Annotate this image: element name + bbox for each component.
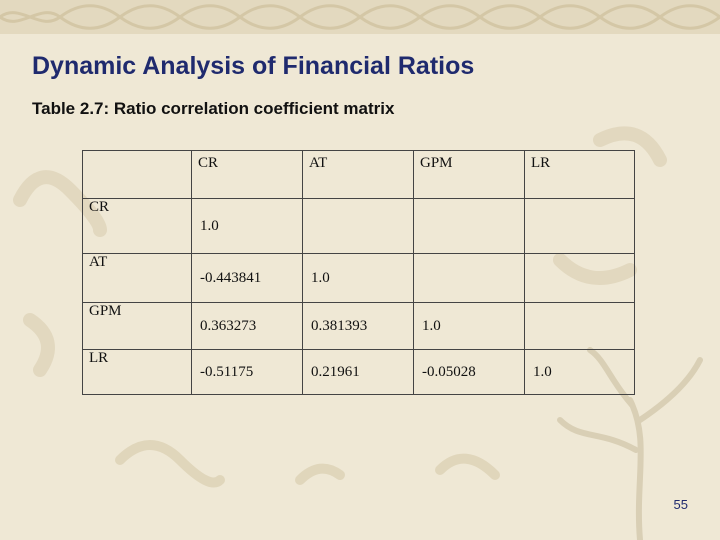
table-cell — [302, 198, 414, 254]
table-cell — [524, 198, 635, 254]
table-cell — [524, 302, 635, 350]
table-cell: 0.381393 — [302, 302, 414, 350]
table-cell: -0.05028 — [413, 349, 525, 395]
table-cell — [413, 253, 525, 303]
row-label-lr: LR — [82, 349, 192, 395]
header-cell-empty — [82, 150, 192, 199]
header-cell-lr: LR — [524, 150, 635, 199]
slide-title: Dynamic Analysis of Financial Ratios — [32, 52, 475, 80]
table-header-row: CR AT GPM LR — [82, 150, 635, 199]
table-cell: 0.21961 — [302, 349, 414, 395]
table-row: LR -0.51175 0.21961 -0.05028 1.0 — [82, 349, 635, 395]
correlation-matrix-table: CR AT GPM LR CR 1.0 AT -0.443841 1.0 GPM… — [82, 150, 635, 395]
table-cell: 1.0 — [302, 253, 414, 303]
header-cell-cr: CR — [191, 150, 303, 199]
row-label-at: AT — [82, 253, 192, 303]
table-row: AT -0.443841 1.0 — [82, 253, 635, 303]
table-cell: 1.0 — [413, 302, 525, 350]
table-cell — [413, 198, 525, 254]
table-row: GPM 0.363273 0.381393 1.0 — [82, 302, 635, 350]
table-cell: -0.443841 — [191, 253, 303, 303]
table-cell: 1.0 — [524, 349, 635, 395]
table-cell — [524, 253, 635, 303]
row-label-cr: CR — [82, 198, 192, 254]
table-cell: 1.0 — [191, 198, 303, 254]
header-cell-at: AT — [302, 150, 414, 199]
table-cell: -0.51175 — [191, 349, 303, 395]
page-number: 55 — [673, 497, 688, 512]
table-cell: 0.363273 — [191, 302, 303, 350]
table-caption: Table 2.7: Ratio correlation coefficient… — [32, 99, 395, 118]
table-row: CR 1.0 — [82, 198, 635, 254]
header-cell-gpm: GPM — [413, 150, 525, 199]
row-label-gpm: GPM — [82, 302, 192, 350]
